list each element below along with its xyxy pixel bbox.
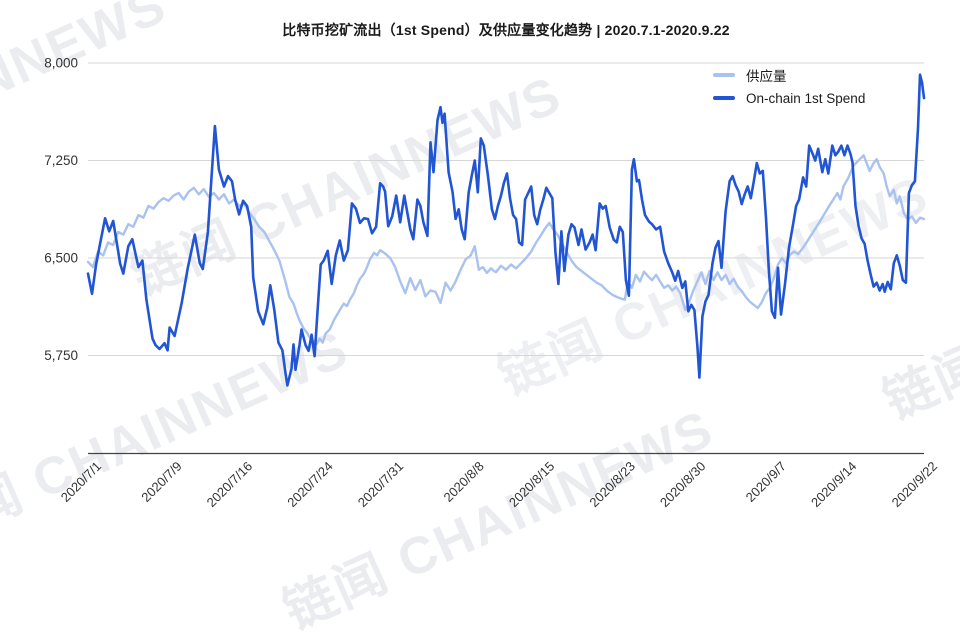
chart-legend: 供应量 On-chain 1st Spend: [713, 66, 865, 107]
series-line-1: [86, 73, 926, 387]
legend-item-supply[interactable]: 供应量: [713, 66, 865, 84]
y-tick-label: 7,250: [44, 153, 78, 168]
x-tick-label: 2020/9/14: [808, 459, 860, 511]
x-tick-label: 2020/9/7: [743, 459, 789, 505]
x-tick-label: 2020/7/31: [355, 459, 407, 511]
first-spend-line-swatch: [713, 96, 735, 100]
legend-label-supply: 供应量: [746, 69, 787, 84]
supply-line-swatch: [713, 73, 735, 77]
x-tick-label: 2020/8/30: [657, 459, 709, 511]
x-tick-label: 2020/7/16: [204, 459, 256, 511]
x-tick-label: 2020/9/22: [889, 459, 941, 511]
trend-line-chart: 8,000 7,250 6,500 5,750 2020/7/1 2020/7/9 2020…: [44, 56, 941, 511]
legend-item-first-spend[interactable]: On-chain 1st Spend: [713, 89, 865, 107]
chart-title: 比特币挖矿流出（1st Spend）及供应量变化趋势 | 2020.7.1-20…: [282, 22, 730, 38]
y-tick-label: 8,000: [44, 56, 78, 71]
x-tick-label: 2020/7/24: [284, 459, 336, 511]
x-tick-label: 2020/8/8: [440, 459, 486, 505]
y-tick-label: 6,500: [44, 251, 78, 266]
series-line-0: [86, 154, 926, 345]
legend-label-first-spend: On-chain 1st Spend: [746, 90, 866, 106]
x-tick-label: 2020/7/9: [138, 459, 184, 505]
x-tick-label: 2020/7/1: [58, 459, 104, 505]
x-tick-label: 2020/8/15: [506, 459, 558, 511]
x-tick-label: 2020/8/23: [586, 459, 638, 511]
y-tick-label: 5,750: [44, 348, 78, 363]
